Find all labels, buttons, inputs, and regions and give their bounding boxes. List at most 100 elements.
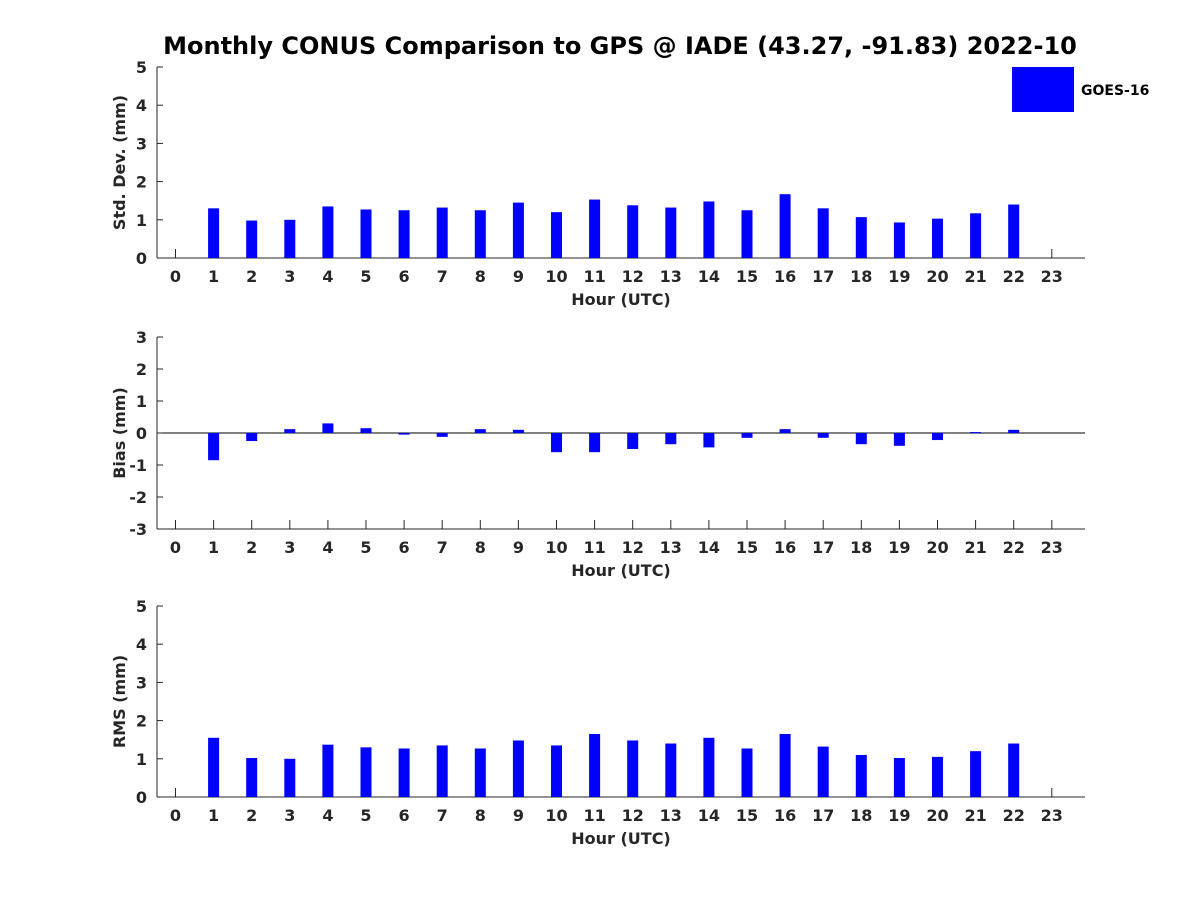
x-tick-label: 13 — [660, 538, 682, 557]
x-tick-label: 7 — [437, 538, 448, 557]
bar-hour-12 — [627, 205, 639, 258]
x-tick-label: 8 — [475, 806, 486, 825]
bar-hour-6 — [398, 433, 410, 435]
x-tick-label: 10 — [545, 267, 567, 286]
y-tick-label: 0 — [136, 424, 147, 443]
bar-hour-10 — [551, 433, 562, 453]
x-tick-label: 8 — [475, 538, 486, 557]
x-tick-label: 19 — [888, 806, 910, 825]
x-tick-label: 3 — [284, 806, 295, 825]
bar-hour-21 — [970, 432, 982, 434]
bar-hour-3 — [284, 219, 296, 258]
x-tick-label: 11 — [583, 806, 605, 825]
x-tick-label: 12 — [622, 806, 644, 825]
bar-hour-3 — [284, 429, 296, 433]
bar-hour-7 — [436, 207, 448, 258]
x-tick-label: 3 — [284, 267, 295, 286]
x-tick-label: 23 — [1041, 538, 1063, 557]
bar-hour-10 — [551, 745, 562, 797]
x-tick-label: 0 — [170, 806, 181, 825]
y-tick-label: 0 — [136, 788, 147, 807]
bar-hour-9 — [512, 429, 524, 433]
x-tick-label: 18 — [850, 806, 872, 825]
bar-hour-22 — [1008, 429, 1020, 433]
x-tick-label: 4 — [322, 538, 333, 557]
y-axis-label: Bias (mm) — [110, 387, 129, 479]
bar-hour-18 — [855, 433, 867, 445]
y-tick-label: 2 — [136, 712, 147, 731]
x-tick-label: 10 — [545, 538, 567, 557]
x-tick-label: 18 — [850, 538, 872, 557]
x-tick-label: 21 — [964, 538, 986, 557]
bar-hour-11 — [589, 733, 601, 797]
legend: GOES-16 — [1012, 67, 1149, 112]
y-tick-label: 4 — [136, 635, 147, 654]
bar-hour-21 — [970, 213, 982, 258]
x-tick-label: 14 — [698, 267, 720, 286]
legend-swatch-goes-16 — [1012, 67, 1074, 112]
bar-hour-20 — [932, 756, 943, 797]
bar-hour-5 — [360, 209, 372, 258]
bar-hour-16 — [779, 429, 791, 433]
x-tick-label: 10 — [545, 806, 567, 825]
x-tick-label: 4 — [322, 267, 333, 286]
y-tick-label: 0 — [136, 249, 147, 268]
x-tick-label: 22 — [1003, 267, 1025, 286]
x-tick-label: 20 — [926, 267, 948, 286]
x-tick-label: 0 — [170, 538, 181, 557]
bar-hour-2 — [246, 433, 258, 441]
x-tick-label: 15 — [736, 806, 758, 825]
bar-hour-12 — [627, 433, 639, 449]
bar-hour-17 — [817, 208, 829, 258]
bar-hour-8 — [474, 210, 486, 258]
bar-hour-14 — [703, 737, 715, 797]
x-tick-label: 9 — [513, 538, 524, 557]
y-tick-label: 1 — [136, 750, 147, 769]
bar-hour-7 — [436, 745, 448, 797]
x-tick-label: 2 — [246, 538, 257, 557]
y-tick-label: 3 — [136, 134, 147, 153]
bar-hour-14 — [703, 201, 715, 258]
bar-hour-4 — [322, 744, 334, 797]
x-tick-label: 3 — [284, 538, 295, 557]
bar-hour-6 — [398, 748, 410, 797]
bar-hour-1 — [208, 433, 220, 461]
x-tick-label: 20 — [926, 538, 948, 557]
bar-hour-9 — [512, 202, 524, 258]
bar-hour-1 — [208, 737, 220, 797]
x-tick-label: 12 — [622, 267, 644, 286]
bar-hour-13 — [665, 743, 677, 797]
bar-hour-17 — [817, 433, 829, 438]
x-tick-label: 5 — [360, 267, 371, 286]
bar-hour-16 — [779, 194, 791, 258]
x-axis-label: Hour (UTC) — [571, 561, 671, 580]
bar-hour-20 — [932, 433, 943, 441]
bar-hour-4 — [322, 423, 334, 433]
x-tick-label: 18 — [850, 267, 872, 286]
x-tick-label: 1 — [208, 538, 219, 557]
bar-hour-5 — [360, 747, 372, 797]
y-tick-label: -2 — [129, 488, 147, 507]
bar-hour-2 — [246, 758, 258, 797]
bar-hour-14 — [703, 433, 715, 448]
bar-hour-1 — [208, 208, 220, 258]
x-tick-label: 2 — [246, 806, 257, 825]
x-tick-label: 11 — [583, 538, 605, 557]
bar-hour-19 — [893, 758, 905, 797]
x-tick-label: 9 — [513, 806, 524, 825]
x-tick-label: 7 — [437, 267, 448, 286]
x-tick-label: 13 — [660, 806, 682, 825]
x-tick-label: 23 — [1041, 806, 1063, 825]
x-axis-label: Hour (UTC) — [571, 829, 671, 848]
x-tick-label: 21 — [964, 806, 986, 825]
bar-hour-18 — [855, 217, 867, 258]
x-tick-label: 16 — [774, 267, 796, 286]
x-tick-label: 22 — [1003, 806, 1025, 825]
x-tick-label: 8 — [475, 267, 486, 286]
y-tick-label: 1 — [136, 211, 147, 230]
y-tick-label: 2 — [136, 360, 147, 379]
